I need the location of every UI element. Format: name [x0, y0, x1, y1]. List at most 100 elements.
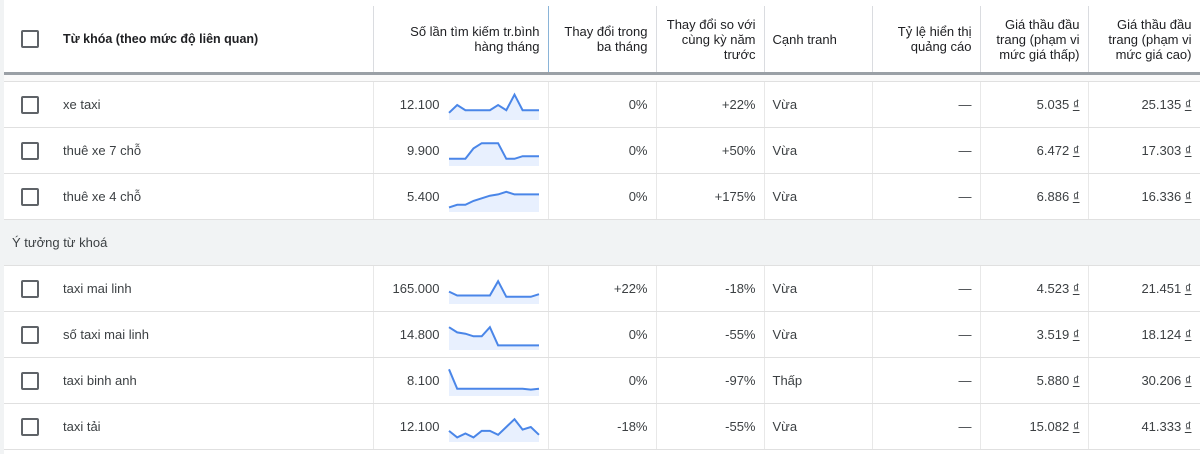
bid-low-value: 6.472	[1036, 143, 1070, 158]
bid-high: 25.135 ₫	[1088, 81, 1200, 128]
avg-searches: 12.100	[399, 97, 440, 112]
competition: Thấp	[764, 357, 873, 404]
impression-share: —	[872, 265, 981, 312]
table-row: taxi mai linh 165.000 +22% -18% Vừa — 4.…	[4, 265, 1200, 312]
sparkline-line	[447, 368, 539, 391]
competition: Vừa	[764, 403, 873, 450]
currency-symbol: ₫	[1184, 419, 1192, 434]
bid-high-value: 16.336	[1141, 189, 1182, 204]
avg-searches-cell: 8.100	[373, 357, 549, 404]
col-avg-searches[interactable]: Số lần tìm kiếm tr.bình hàng tháng	[373, 6, 549, 75]
bid-high: 18.124 ₫	[1088, 311, 1200, 358]
avg-searches-cell: 12.100	[373, 403, 549, 450]
bid-low-value: 4.523	[1036, 281, 1070, 296]
trend-sparkline	[447, 368, 539, 396]
table-row: xe taxi 12.100 0% +22% Vừa — 5.035 ₫ 25.…	[4, 81, 1200, 128]
currency-symbol: ₫	[1072, 97, 1080, 112]
three-month-change: 0%	[548, 357, 657, 404]
sparkline-area	[448, 191, 539, 212]
bid-high-value: 25.135	[1141, 97, 1182, 112]
currency-symbol: ₫	[1072, 281, 1080, 296]
sparkline-line	[447, 91, 539, 114]
sparkline-line	[448, 278, 539, 298]
row-checkbox[interactable]	[4, 311, 55, 358]
row-checkbox[interactable]	[4, 357, 55, 404]
three-month-change: 0%	[548, 81, 657, 128]
bid-low-value: 5.880	[1036, 373, 1070, 388]
impression-share: —	[872, 173, 981, 220]
sparkline-area	[448, 280, 539, 304]
avg-searches-cell: 165.000	[373, 265, 549, 312]
yoy-change: -18%	[656, 265, 765, 312]
currency-symbol: ₫	[1072, 189, 1080, 204]
impression-share: —	[872, 357, 981, 404]
row-checkbox[interactable]	[4, 173, 55, 220]
three-month-change: 0%	[548, 311, 657, 358]
bid-low-value: 5.035	[1036, 97, 1070, 112]
row-checkbox[interactable]	[4, 81, 55, 128]
bid-low-value: 6.886	[1036, 189, 1070, 204]
table-row: thuê xe 7 chỗ 9.900 0% +50% Vừa — 6.472 …	[4, 127, 1200, 174]
row-checkbox[interactable]	[4, 265, 55, 312]
trend-sparkline	[447, 91, 539, 120]
sparkline-line	[447, 324, 539, 346]
col-impression-share[interactable]: Tỷ lệ hiển thị quảng cáo	[872, 6, 981, 75]
bid-low: 15.082 ₫	[980, 403, 1089, 450]
sparkline-line	[448, 141, 539, 160]
spacer-row	[4, 73, 1200, 82]
col-yoy-change[interactable]: Thay đổi so với cùng kỳ năm trước	[656, 6, 765, 75]
select-all-checkbox[interactable]	[4, 6, 55, 75]
currency-symbol: ₫	[1184, 143, 1192, 158]
keyword-table: Từ khóa (theo mức độ liên quan) Số lần t…	[4, 6, 1200, 450]
avg-searches: 5.400	[406, 189, 440, 204]
table-row: taxi binh anh 8.100 0% -97% Thấp — 5.880…	[4, 357, 1200, 404]
bid-high-value: 41.333	[1141, 419, 1182, 434]
group-label: Ý tưởng từ khoá	[4, 219, 1200, 266]
avg-searches: 9.900	[406, 143, 440, 158]
yoy-change: +50%	[656, 127, 765, 174]
trend-sparkline	[448, 278, 539, 304]
bid-low-value: 15.082	[1029, 419, 1070, 434]
bid-high: 41.333 ₫	[1088, 403, 1200, 450]
col-three-month-change[interactable]: Thay đổi trong ba tháng	[548, 6, 657, 75]
avg-searches-cell: 12.100	[373, 81, 549, 128]
left-border	[0, 0, 4, 454]
keyword: taxi mai linh	[55, 265, 374, 312]
avg-searches: 165.000	[392, 281, 440, 296]
col-keyword[interactable]: Từ khóa (theo mức độ liên quan)	[55, 6, 374, 75]
bid-high: 21.451 ₫	[1088, 265, 1200, 312]
trend-sparkline	[447, 324, 539, 350]
trend-sparkline	[448, 141, 539, 166]
bid-high: 17.303 ₫	[1088, 127, 1200, 174]
bid-high-value: 21.451	[1141, 281, 1182, 296]
impression-share: —	[872, 81, 981, 128]
trend-sparkline	[447, 417, 540, 442]
currency-symbol: ₫	[1184, 97, 1192, 112]
table-row: số taxi mai linh 14.800 0% -55% Vừa — 3.…	[4, 311, 1200, 358]
sparkline-area	[448, 368, 539, 396]
keyword: xe taxi	[55, 81, 374, 128]
yoy-change: +22%	[656, 81, 765, 128]
bid-low-value: 3.519	[1036, 327, 1070, 342]
three-month-change: +22%	[548, 265, 657, 312]
impression-share: —	[872, 403, 981, 450]
col-bid-high[interactable]: Giá thầu đầu trang (phạm vi mức giá cao)	[1088, 6, 1200, 75]
col-bid-low[interactable]: Giá thầu đầu trang (phạm vi mức giá thấp…	[980, 6, 1089, 75]
currency-symbol: ₫	[1184, 327, 1192, 342]
table-row: taxi tải 12.100 -18% -55% Vừa — 15.082 ₫…	[4, 403, 1200, 450]
currency-symbol: ₫	[1072, 327, 1080, 342]
yoy-change: -55%	[656, 311, 765, 358]
keyword: thuê xe 7 chỗ	[55, 127, 374, 174]
row-checkbox[interactable]	[4, 127, 55, 174]
sparkline-line	[448, 190, 539, 208]
sparkline-line	[447, 417, 540, 439]
row-checkbox[interactable]	[4, 403, 55, 450]
col-competition[interactable]: Cạnh tranh	[764, 6, 873, 75]
header-row: Từ khóa (theo mức độ liên quan) Số lần t…	[4, 6, 1200, 75]
avg-searches-cell: 5.400	[373, 173, 549, 220]
impression-share: —	[872, 127, 981, 174]
avg-searches: 12.100	[399, 419, 440, 434]
bid-low: 4.523 ₫	[980, 265, 1089, 312]
bid-low: 3.519 ₫	[980, 311, 1089, 358]
keyword: taxi binh anh	[55, 357, 374, 404]
